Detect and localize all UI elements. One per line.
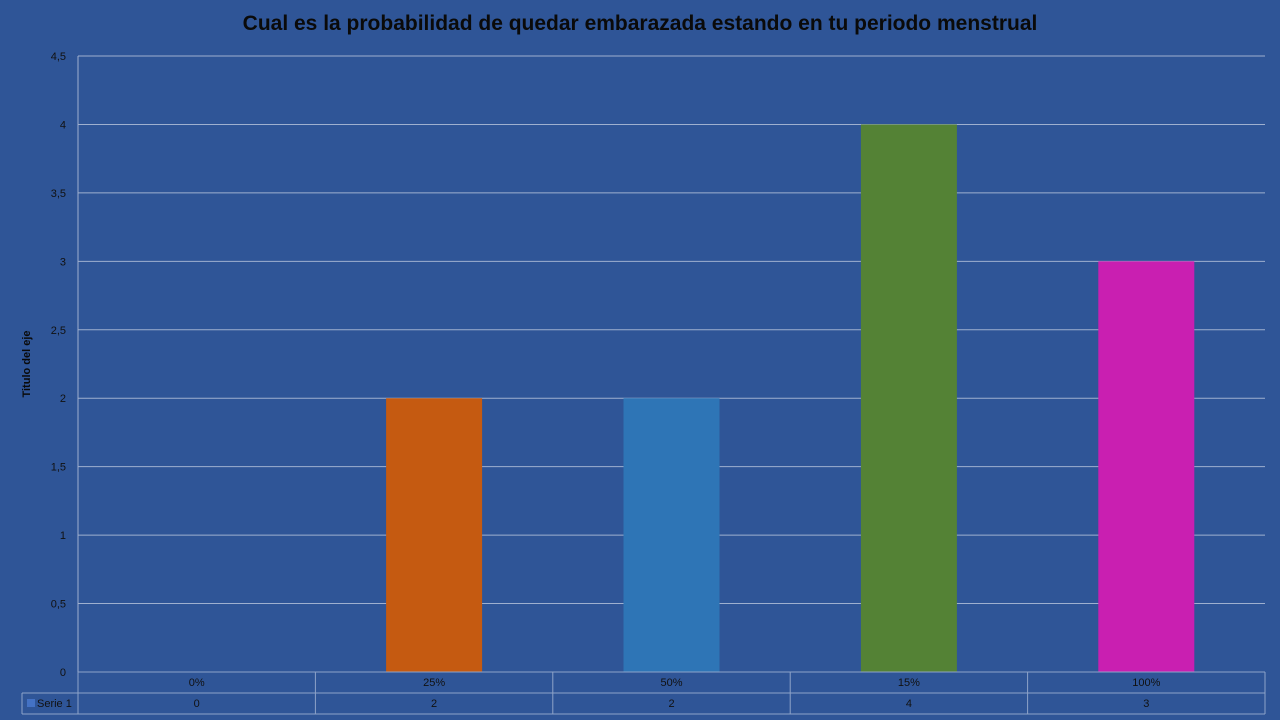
legend-key — [27, 699, 35, 707]
y-tick-label: 3,5 — [51, 188, 66, 200]
bars — [386, 124, 1195, 672]
data-table: 0% 25% 50% 15% 100% 0 2 2 4 3 Serie 1 — [21, 671, 1266, 715]
x-category-label: 15% — [898, 677, 920, 689]
data-label: 2 — [668, 698, 674, 710]
bar — [860, 124, 957, 672]
y-tick-label: 1,5 — [51, 462, 66, 474]
chart-title: Cual es la probabilidad de quedar embara… — [242, 12, 1038, 35]
y-tick-label: 2 — [60, 393, 66, 405]
y-tick-label: 0,5 — [51, 599, 66, 611]
data-label: 4 — [906, 698, 912, 710]
data-label: 0 — [194, 698, 200, 710]
y-tick-label: 2,5 — [51, 325, 66, 337]
y-tick-label: 1 — [60, 530, 66, 542]
y-tick-label: 3 — [60, 256, 66, 268]
y-tick-label: 4 — [60, 119, 66, 131]
x-category-label: 0% — [189, 677, 205, 689]
data-label: 3 — [1143, 698, 1149, 710]
legend-label: Serie 1 — [37, 698, 72, 710]
x-category-label: 100% — [1132, 677, 1160, 689]
y-tick-label: 4,5 — [51, 51, 66, 63]
bar — [1098, 261, 1195, 672]
y-tick-label: 0 — [60, 667, 66, 679]
bar — [386, 398, 483, 672]
y-tick-labels: 0 0,5 1 1,5 2 2,5 3 3,5 4 4,5 — [51, 51, 66, 679]
x-category-label: 25% — [423, 677, 445, 689]
x-category-label: 50% — [660, 677, 682, 689]
data-label: 2 — [431, 698, 437, 710]
bar — [623, 398, 720, 672]
